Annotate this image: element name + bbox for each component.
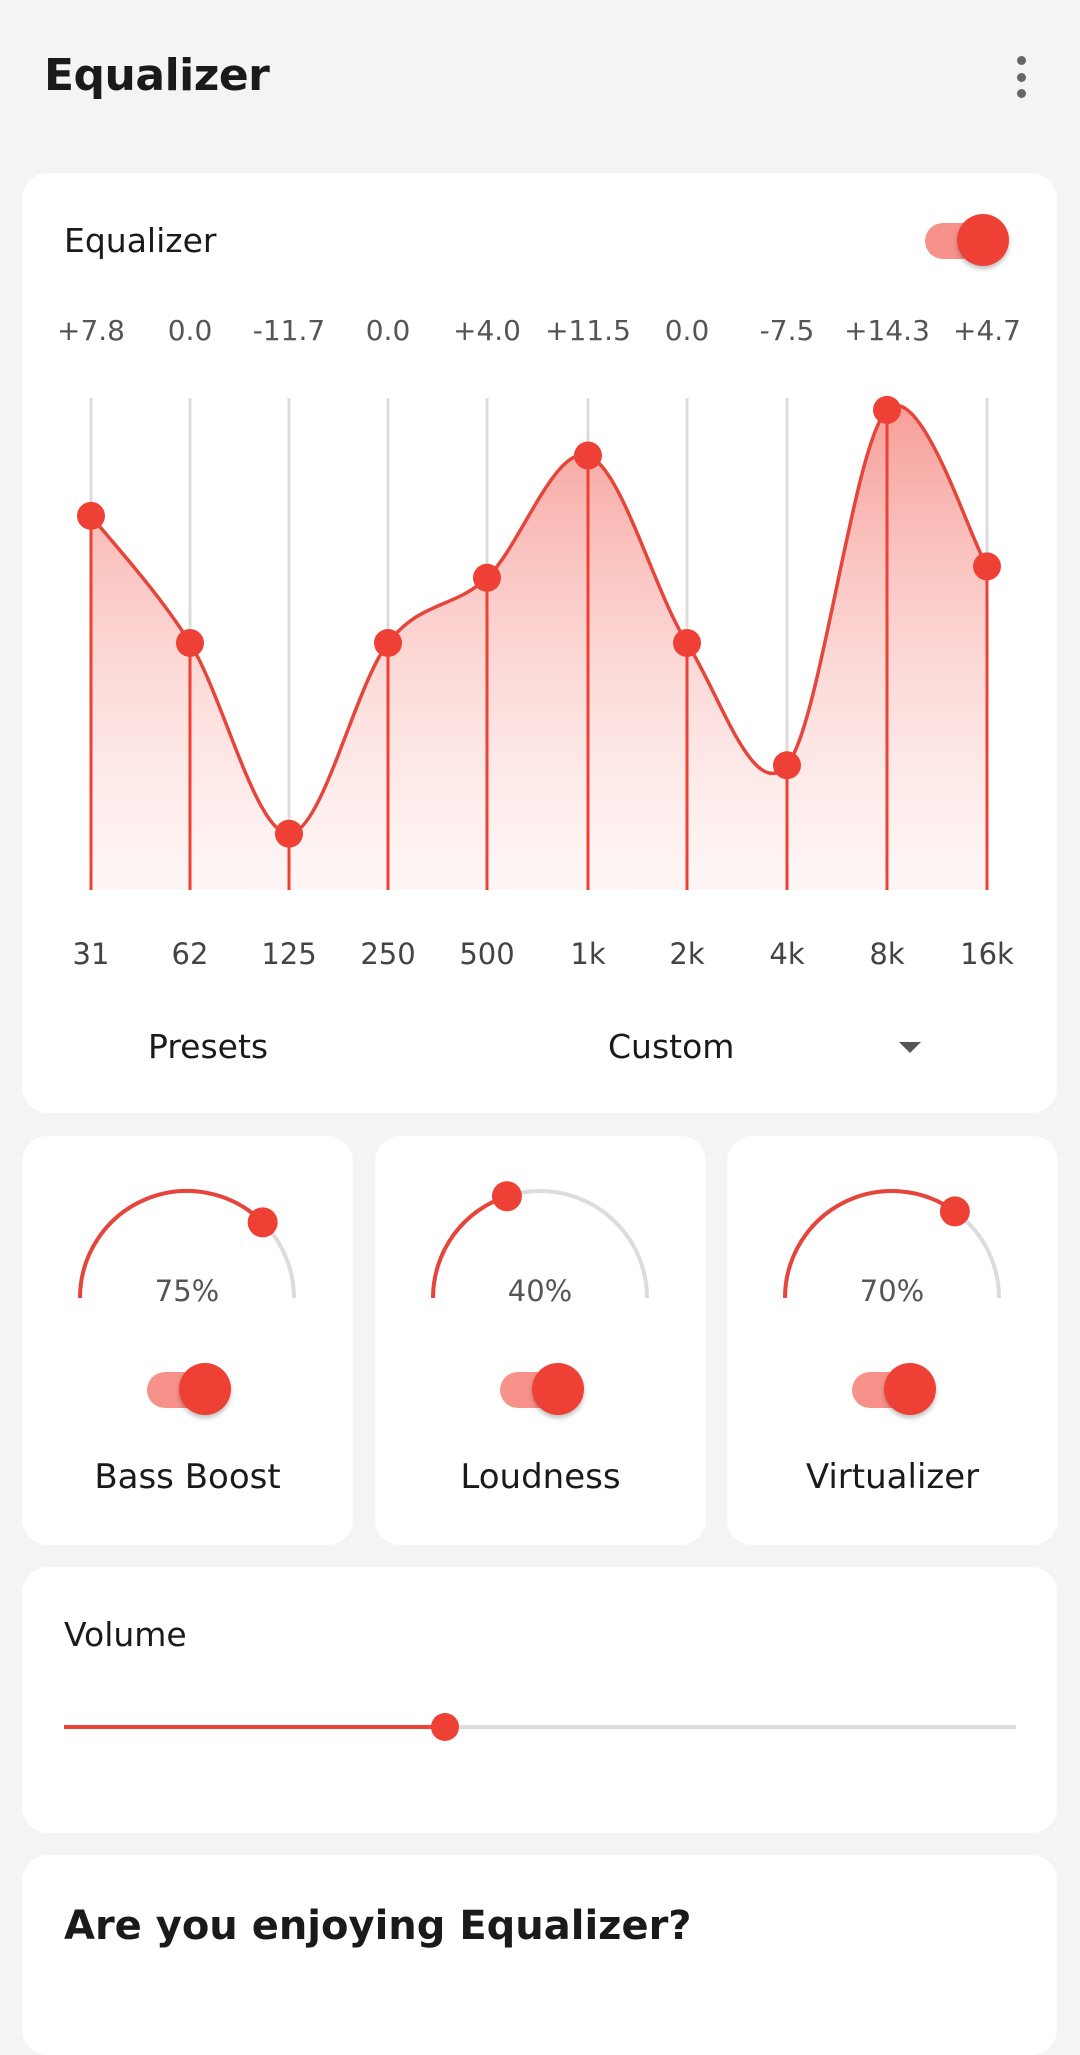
equalizer-toggle[interactable] [925,214,1009,268]
band-frequency: 2k [669,937,705,971]
more-vert-icon[interactable] [1006,52,1036,102]
preset-value: Custom [608,1027,735,1066]
dropdown-arrow-icon [899,1042,921,1053]
curve-fill [91,405,987,890]
band-frequency: 250 [360,937,416,971]
band-thumb[interactable] [374,629,402,657]
effect-name: Bass Boost [94,1457,281,1497]
effect-knob[interactable] [0,1150,649,1299]
effect-toggle[interactable] [852,1363,936,1417]
band-value: -11.7 [252,314,326,347]
band-thumb[interactable] [473,563,501,592]
band-thumb[interactable] [275,819,303,848]
band-thumb[interactable] [574,441,602,470]
feedback-card: Are you enjoying Equalizer? [22,1855,1057,2055]
band-value: +11.5 [545,314,631,347]
volume-card: Volume [22,1567,1057,1833]
effect-percent: 75% [154,1274,220,1308]
effect-percent: 40% [507,1274,573,1308]
band-frequency: 1k [570,937,606,971]
effect-percent: 70% [859,1274,925,1308]
volume-slider-thumb[interactable] [430,1713,459,1741]
band-value: +7.8 [57,314,125,347]
volume-slider[interactable] [64,1712,1016,1742]
effect-card [375,1136,706,1545]
volume-label: Volume [64,1615,187,1654]
effect-name: Virtualizer [805,1457,980,1497]
band-value: +4.7 [953,314,1021,347]
band-thumb[interactable] [176,629,204,657]
feedback-title: Are you enjoying Equalizer? [64,1903,692,1949]
band-value: 0.0 [664,314,710,347]
presets-label: Presets [148,1027,269,1066]
effect-knob[interactable] [0,1150,296,1299]
preset-dropdown[interactable]: Custom [560,1020,940,1076]
band-value: -7.5 [759,314,815,347]
band-frequency: 31 [72,937,110,971]
band-frequency: 500 [459,937,515,971]
band-thumb[interactable] [873,395,901,424]
effect-card [22,1136,353,1545]
equalizer-label: Equalizer [64,221,217,260]
band-frequency: 125 [261,937,317,971]
band-value: +14.3 [844,314,930,347]
effect-toggle[interactable] [147,1363,231,1417]
band-frequency: 4k [769,937,805,971]
page-title: Equalizer [44,50,270,101]
effect-card [727,1136,1058,1545]
band-value: +4.0 [453,314,521,347]
band-value: 0.0 [167,314,213,347]
band-frequency: 62 [171,937,209,971]
band-frequency: 16k [960,937,1014,971]
effect-toggle[interactable] [500,1363,584,1417]
band-thumb[interactable] [773,751,801,780]
band-frequency: 8k [869,937,905,971]
band-thumb[interactable] [973,552,1001,581]
effect-name: Loudness [460,1457,621,1497]
band-value: 0.0 [365,314,411,347]
band-thumb[interactable] [673,629,701,657]
equalizer-graph[interactable] [0,0,1080,1000]
band-thumb[interactable] [77,501,105,530]
effect-knob[interactable] [0,1150,1001,1299]
